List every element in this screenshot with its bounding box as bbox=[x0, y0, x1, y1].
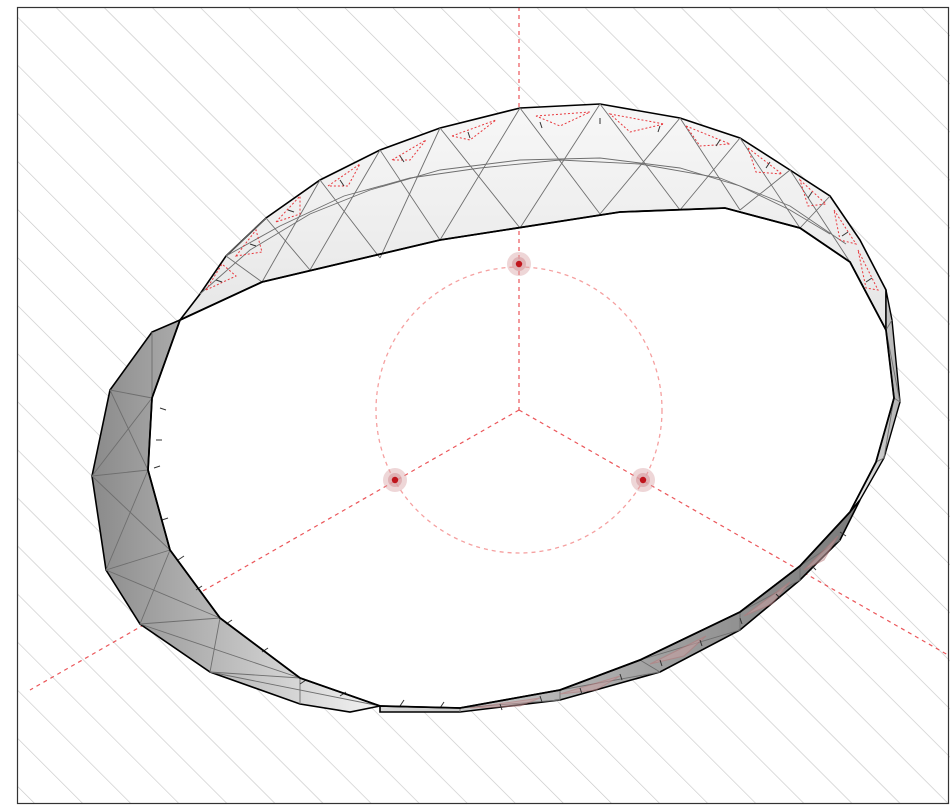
ring-inner-outline bbox=[147, 207, 895, 709]
anchor-node-right bbox=[631, 468, 655, 492]
anchor-node-left bbox=[383, 468, 407, 492]
ticks-bottom bbox=[499, 531, 847, 711]
anchor-node-top bbox=[507, 252, 531, 276]
ring-band-bottom bbox=[379, 499, 861, 713]
ring-band-left bbox=[91, 318, 445, 713]
red-markers-top bbox=[204, 111, 879, 292]
anchor-nodes bbox=[383, 252, 655, 492]
ticks-top bbox=[215, 118, 873, 283]
red-markers-bottom bbox=[469, 535, 839, 709]
figure-frame bbox=[16, 6, 950, 805]
ring-band-top bbox=[179, 103, 887, 331]
